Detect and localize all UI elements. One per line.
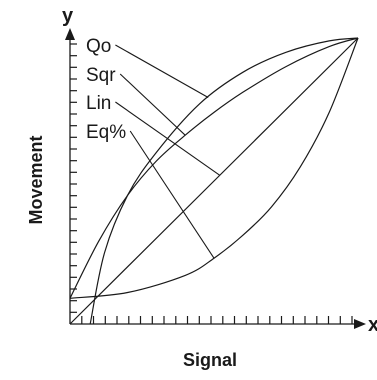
- x-axis-arrow: [354, 319, 366, 329]
- y-axis-title: Movement: [26, 135, 46, 224]
- curves: [69, 37, 359, 325]
- x-axis-title: Signal: [183, 350, 237, 370]
- series-curve-eq: [69, 37, 359, 299]
- series-label-eq: Eq%: [86, 122, 126, 143]
- leader-line-sqr: [119, 73, 186, 136]
- leader-line-lin: [115, 101, 221, 176]
- leader-line-eq: [129, 130, 215, 259]
- series-label-qo: Qo: [86, 36, 111, 57]
- y-axis-arrow: [65, 28, 75, 40]
- series-curve-qo: [89, 37, 359, 325]
- axes: [65, 28, 366, 329]
- y-axis-letter: y: [62, 5, 74, 27]
- leader-lines: [115, 44, 221, 259]
- series-curve-lin: [69, 37, 359, 325]
- ticks: [70, 43, 353, 324]
- series-label-sqr: Sqr: [86, 65, 116, 86]
- x-axis-letter: x: [368, 314, 377, 336]
- leader-line-qo: [115, 44, 209, 98]
- series-curve-sqr: [69, 37, 359, 299]
- series-label-lin: Lin: [86, 93, 111, 114]
